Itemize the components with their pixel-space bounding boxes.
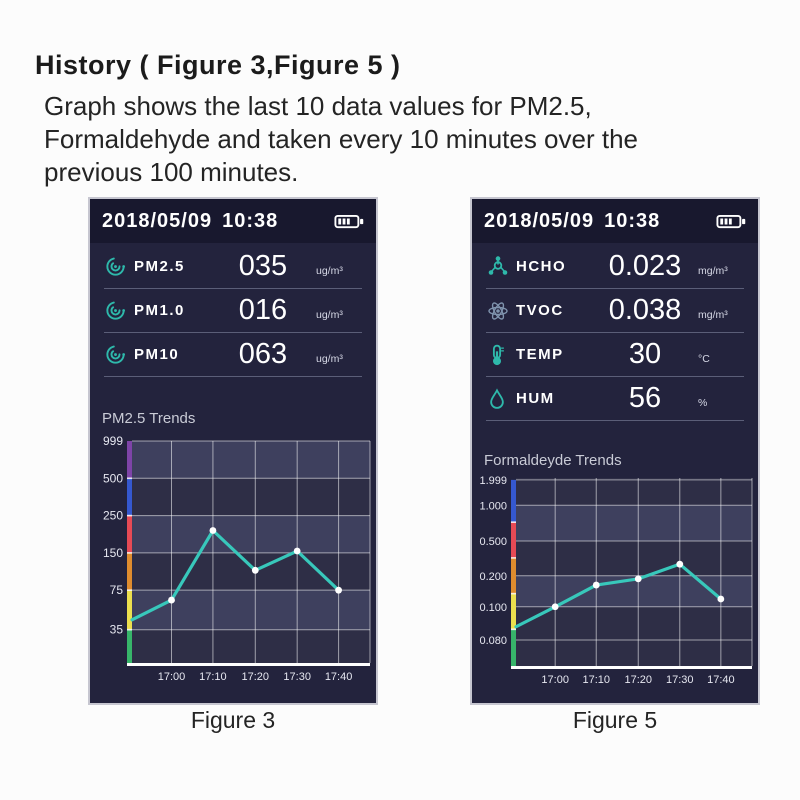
formaldehyde-trend-line-chart: 1.999 1.000 0.500 0.200 0.100 0.080 17:00 17:10… bbox=[479, 475, 753, 686]
svg-text:500: 500 bbox=[103, 471, 123, 485]
svg-text:17:20: 17:20 bbox=[624, 674, 652, 686]
svg-text:17:40: 17:40 bbox=[707, 674, 735, 686]
svg-text:17:00: 17:00 bbox=[158, 671, 186, 683]
metric-value: 016 bbox=[238, 294, 288, 326]
chart-title: PM2.5 Trends bbox=[102, 410, 196, 427]
chart-title: Formaldeyde Trends bbox=[484, 452, 622, 469]
description-line: previous 100 minutes. bbox=[44, 157, 299, 187]
battery-icon bbox=[334, 214, 364, 229]
metric-unit: mg/m³ bbox=[698, 308, 728, 321]
metric-row: TEMP 30 °C bbox=[486, 333, 744, 377]
svg-text:1.999: 1.999 bbox=[479, 475, 507, 487]
metric-list: PM2.5 035 ug/m³ PM1.0 016 ug/m³ PM10 063 ug/m³ bbox=[104, 245, 362, 377]
metric-label: HCHO bbox=[516, 258, 567, 275]
svg-text:0.200: 0.200 bbox=[479, 571, 507, 583]
metric-label: TVOC bbox=[516, 302, 564, 319]
metric-row: PM2.5 035 ug/m³ bbox=[104, 245, 362, 289]
metric-label: TEMP bbox=[516, 346, 564, 363]
metric-value: 56 bbox=[628, 382, 662, 414]
metric-list: HCHO 0.023 mg/m³ TVOC 0.038 mg/m³ TEMP 30 °C HUM 5… bbox=[486, 245, 744, 421]
metric-unit: ug/m³ bbox=[316, 308, 343, 321]
metric-label: PM1.0 bbox=[134, 302, 185, 319]
status-bar: 2018/05/09 10:38 bbox=[472, 199, 758, 243]
svg-text:17:10: 17:10 bbox=[582, 674, 610, 686]
device-screen-figure5: 2018/05/09 10:38 HCHO 0.023 mg/m³ TVOC 0.038… bbox=[470, 197, 760, 705]
trend-chart-formaldehyde: Formaldeyde Trends 1.999 1.000 0.500 0.200 0… bbox=[472, 449, 758, 689]
svg-text:0.080: 0.080 bbox=[479, 635, 507, 647]
metric-row: PM10 063 ug/m³ bbox=[104, 333, 362, 377]
metric-row: TVOC 0.038 mg/m³ bbox=[486, 289, 744, 333]
trend-chart-pm25: PM2.5 Trends 999 500 250 150 75 35 17:00 17:10 1… bbox=[90, 407, 376, 683]
metric-value: 0.038 bbox=[608, 294, 682, 326]
metric-label: PM2.5 bbox=[134, 258, 185, 275]
figure3-caption: Figure 3 bbox=[190, 707, 276, 733]
description: Graph shows the last 10 data values for … bbox=[44, 90, 638, 189]
figure5-caption: Figure 5 bbox=[572, 707, 658, 733]
metric-unit: % bbox=[698, 396, 708, 409]
thermometer-icon bbox=[486, 343, 516, 367]
metric-unit: ug/m³ bbox=[316, 264, 343, 277]
metric-row: HCHO 0.023 mg/m³ bbox=[486, 245, 744, 289]
svg-text:0.100: 0.100 bbox=[479, 602, 507, 614]
droplet-icon bbox=[486, 387, 516, 411]
svg-text:17:30: 17:30 bbox=[666, 674, 694, 686]
svg-text:17:10: 17:10 bbox=[199, 671, 227, 683]
time-text: 10:38 bbox=[604, 209, 661, 232]
metric-row: PM1.0 016 ug/m³ bbox=[104, 289, 362, 333]
svg-text:150: 150 bbox=[103, 546, 123, 560]
svg-text:1.000: 1.000 bbox=[479, 500, 507, 512]
svg-text:35: 35 bbox=[110, 623, 124, 637]
metric-value: 0.023 bbox=[608, 250, 682, 282]
atom-icon bbox=[486, 299, 516, 323]
pm25-trend-line-chart: 999 500 250 150 75 35 17:00 17:10 17:20 17:30 17:4… bbox=[103, 434, 371, 683]
svg-text:17:00: 17:00 bbox=[541, 674, 569, 686]
metric-value: 063 bbox=[238, 338, 288, 370]
date-text: 2018/05/09 bbox=[102, 209, 213, 232]
description-line: Formaldehyde and taken every 10 minutes … bbox=[44, 124, 639, 154]
metric-unit: ug/m³ bbox=[316, 352, 343, 365]
page-title: History ( Figure 3,Figure 5 ) bbox=[35, 50, 401, 80]
metric-value: 035 bbox=[238, 250, 288, 282]
battery-icon bbox=[716, 214, 746, 229]
molecule-icon bbox=[486, 255, 516, 279]
metric-value: 30 bbox=[628, 338, 662, 370]
time-text: 10:38 bbox=[222, 209, 279, 232]
svg-text:75: 75 bbox=[110, 583, 124, 597]
svg-text:17:30: 17:30 bbox=[283, 671, 311, 683]
particle-swirl-icon bbox=[104, 255, 134, 278]
svg-text:250: 250 bbox=[103, 509, 123, 523]
metric-unit: mg/m³ bbox=[698, 264, 728, 277]
device-screen-figure3: 2018/05/09 10:38 PM2.5 035 ug/m³ PM1.0 016 ug… bbox=[88, 197, 378, 705]
status-bar: 2018/05/09 10:38 bbox=[90, 199, 376, 243]
svg-text:999: 999 bbox=[103, 434, 123, 448]
particle-swirl-icon bbox=[104, 299, 134, 322]
metric-label: PM10 bbox=[134, 346, 180, 363]
svg-text:17:20: 17:20 bbox=[242, 671, 270, 683]
date-text: 2018/05/09 bbox=[484, 209, 595, 232]
description-line: Graph shows the last 10 data values for … bbox=[44, 91, 592, 121]
metric-row: HUM 56% bbox=[486, 377, 744, 421]
svg-text:0.500: 0.500 bbox=[479, 536, 507, 548]
particle-swirl-icon bbox=[104, 343, 134, 366]
metric-unit: °C bbox=[698, 352, 710, 365]
metric-label: HUM bbox=[516, 390, 555, 407]
svg-text:17:40: 17:40 bbox=[325, 671, 353, 683]
